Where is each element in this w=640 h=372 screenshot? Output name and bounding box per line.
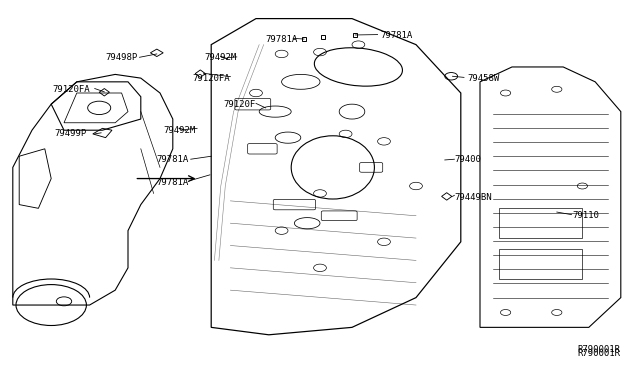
Text: 79781A: 79781A	[381, 31, 413, 40]
Text: 79400: 79400	[454, 155, 481, 164]
Bar	[499, 249, 582, 279]
Text: 79449BN: 79449BN	[454, 193, 492, 202]
Text: 79492M: 79492M	[163, 126, 195, 135]
Text: R790001R: R790001R	[578, 345, 621, 354]
Text: 79781A: 79781A	[266, 35, 298, 44]
Text: 79120FA: 79120FA	[193, 74, 230, 83]
Text: 79492M: 79492M	[205, 53, 237, 62]
Text: 79120FA: 79120FA	[52, 85, 90, 94]
Text: 79781A: 79781A	[157, 178, 189, 187]
Text: 79781A: 79781A	[157, 155, 189, 164]
Text: 79110: 79110	[573, 211, 600, 220]
Text: R790001R: R790001R	[578, 349, 621, 358]
Text: 79458W: 79458W	[467, 74, 499, 83]
Text: 79499P: 79499P	[54, 129, 86, 138]
Text: 79498P: 79498P	[106, 53, 138, 62]
Bar	[499, 208, 582, 238]
Text: 79120F: 79120F	[224, 100, 256, 109]
